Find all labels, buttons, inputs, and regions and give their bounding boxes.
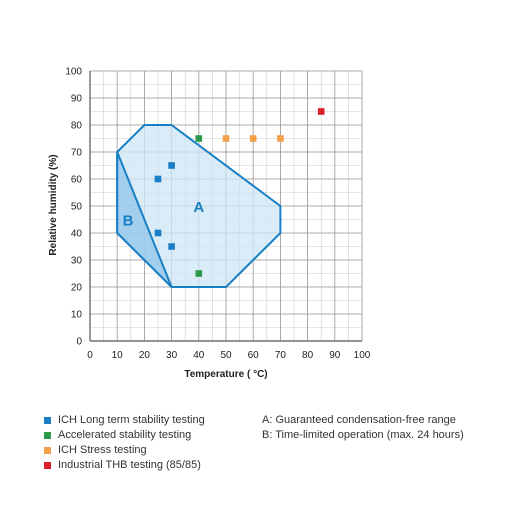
- legend-swatch: [44, 447, 51, 454]
- x-tick-label: 0: [87, 350, 93, 361]
- x-tick-label: 60: [248, 350, 260, 361]
- legend-label: ICH Long term stability testing: [58, 414, 205, 426]
- legend-item: Accelerated stability testing: [44, 428, 205, 443]
- data-point: [317, 108, 325, 115]
- legend-label: Accelerated stability testing: [58, 429, 192, 441]
- y-tick-label: 80: [71, 121, 83, 132]
- x-axis-label: Temperature ( °C): [184, 369, 267, 380]
- y-tick-label: 90: [71, 94, 83, 105]
- y-tick-label: 60: [71, 175, 83, 186]
- x-tick-label: 50: [220, 350, 232, 361]
- x-tick-label: 30: [166, 350, 178, 361]
- data-points: [154, 108, 325, 277]
- legend-regions: A: Guaranteed condensation-free range B:…: [262, 413, 464, 443]
- x-tick-label: 70: [275, 350, 287, 361]
- legend-item: ICH Long term stability testing: [44, 413, 205, 428]
- data-point: [168, 162, 175, 169]
- y-tick-label: 50: [71, 202, 83, 213]
- y-tick-label: 20: [71, 283, 83, 294]
- data-point: [168, 243, 175, 250]
- x-tick-label: 20: [139, 350, 151, 361]
- y-tick-label: 0: [76, 337, 82, 348]
- legend-swatch: [44, 417, 51, 424]
- data-point: [277, 135, 284, 142]
- y-tick-label: 10: [71, 310, 83, 321]
- data-point: [154, 229, 162, 237]
- legend-swatch: [44, 462, 51, 469]
- x-tick-label: 90: [329, 350, 341, 361]
- legend-label: Industrial THB testing (85/85): [58, 459, 201, 471]
- data-point: [195, 135, 203, 142]
- y-tick-label: 40: [71, 229, 83, 240]
- regions: AB: [116, 124, 282, 288]
- x-tick-label: 100: [354, 350, 371, 361]
- y-tick-label: 100: [65, 67, 82, 78]
- data-point: [154, 175, 162, 183]
- y-tick-label: 30: [71, 256, 83, 267]
- data-point: [222, 135, 230, 142]
- data-point: [249, 135, 257, 142]
- x-tick-label: 80: [302, 350, 314, 361]
- legend-label: ICH Stress testing: [58, 444, 147, 456]
- region-b: [116, 151, 173, 288]
- region-label: A: [193, 199, 204, 216]
- data-point: [195, 270, 203, 277]
- region-description: B: Time-limited operation (max. 24 hours…: [262, 429, 464, 441]
- legend-item: ICH Stress testing: [44, 443, 205, 458]
- legend-series: ICH Long term stability testing Accelera…: [44, 413, 205, 473]
- y-tick-label: 70: [71, 148, 83, 159]
- region-label: B: [123, 213, 134, 230]
- x-tick-label: 40: [193, 350, 205, 361]
- legend-item: Industrial THB testing (85/85): [44, 458, 205, 473]
- legend-swatch: [44, 432, 51, 439]
- tick-labels: 0 10 20 30 40 50 60 70 80 90 100 0 10 20 30 40 50 60 70 80 9…: [65, 67, 370, 362]
- y-axis-label: Relative humidity (%): [48, 154, 59, 255]
- region-description: A: Guaranteed condensation-free range: [262, 414, 456, 426]
- x-tick-label: 10: [112, 350, 124, 361]
